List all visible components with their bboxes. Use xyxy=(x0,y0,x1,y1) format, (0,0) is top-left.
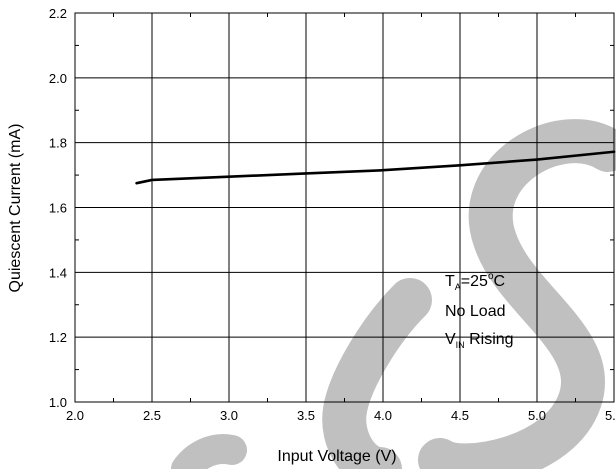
x-tick-label: 4.5 xyxy=(451,408,469,423)
annotation-vin: VIN Rising xyxy=(445,331,514,350)
x-tick-label: 5.0 xyxy=(528,408,546,423)
y-tick-labels: 1.0 1.2 1.4 1.6 1.8 2.0 2.2 xyxy=(49,6,67,410)
watermark-stroke xyxy=(322,119,616,474)
conditions-annotation: TA=25oC No Load VIN Rising xyxy=(445,271,514,350)
x-tick-labels: 2.0 2.5 3.0 3.5 4.0 4.5 5.0 5.5 xyxy=(66,408,616,423)
y-tick-label: 1.2 xyxy=(49,330,67,345)
y-axis-title: Quiescent Current (mA) xyxy=(7,124,24,293)
x-tick-label: 5.5 xyxy=(605,408,616,423)
x-tick-label: 2.0 xyxy=(66,408,84,423)
y-tick-label: 1.4 xyxy=(49,265,67,280)
x-tick-label: 3.0 xyxy=(220,408,238,423)
annotation-load: No Load xyxy=(445,303,506,320)
x-tick-label: 2.5 xyxy=(143,408,161,423)
y-tick-label: 2.2 xyxy=(49,6,67,21)
annotation-temperature: TA=25oC xyxy=(445,271,505,292)
watermark-stroke xyxy=(171,434,247,474)
x-axis-title: Input Voltage (V) xyxy=(277,448,396,465)
series-layer xyxy=(135,150,616,185)
y-tick-label: 1.0 xyxy=(49,395,67,410)
x-tick-label: 4.0 xyxy=(374,408,392,423)
x-tick-label: 3.5 xyxy=(297,408,315,423)
y-tick-label: 1.6 xyxy=(49,201,67,216)
series-line xyxy=(135,150,616,185)
y-tick-label: 1.8 xyxy=(49,136,67,151)
y-tick-label: 2.0 xyxy=(49,71,67,86)
plot-frame xyxy=(74,12,615,403)
watermark-logo xyxy=(171,119,616,474)
